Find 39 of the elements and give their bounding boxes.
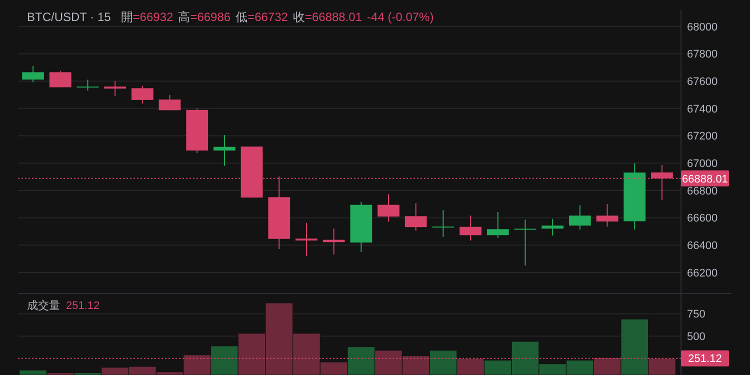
- y-tick-label: 66200: [687, 267, 718, 280]
- candlestick: [214, 134, 236, 166]
- annotation: 高=66986: [178, 10, 231, 24]
- text: 251.12: [66, 300, 100, 312]
- y-tick-label: 67400: [687, 103, 718, 116]
- candlestick: [486, 211, 509, 238]
- candlestick: [296, 222, 318, 256]
- candlestick: [104, 80, 126, 97]
- y-tick-label: 66400: [687, 240, 718, 252]
- annotation: -44 (-0.07%): [367, 10, 434, 24]
- ref-line-label: 251.12: [688, 353, 722, 366]
- candlestick: [131, 85, 154, 104]
- candlestick: [568, 204, 591, 230]
- y-tick-label: 67200: [687, 130, 718, 143]
- y-tick-label: 66800: [687, 185, 718, 198]
- y-tick-label: 67000: [687, 158, 718, 170]
- y-tick-label: 68000: [687, 21, 718, 34]
- y-tick-label: 500: [687, 330, 706, 343]
- annotation: 開=66932: [120, 10, 174, 24]
- candlestick: [404, 202, 427, 232]
- candlestick: [378, 194, 400, 222]
- chart-title: BTC/USDT · 15: [27, 10, 112, 24]
- y-tick-label: 67600: [687, 76, 718, 88]
- text: 成交量: [27, 299, 60, 312]
- candlestick: [460, 215, 482, 241]
- candlestick: [76, 79, 99, 92]
- candlestick: [514, 219, 536, 266]
- candlestick: [432, 210, 454, 238]
- y-tick-label: 750: [687, 308, 706, 321]
- candlestick: [22, 65, 44, 83]
- candlestick: [596, 204, 618, 228]
- candlestick: [49, 70, 72, 88]
- candlestick: [542, 218, 564, 236]
- y-tick-label: 67800: [687, 48, 718, 61]
- annotation: 低=66732: [236, 10, 288, 24]
- annotation: 收=66888.01: [292, 10, 362, 24]
- candlestick: [158, 94, 181, 111]
- y-tick-label: 66600: [687, 212, 718, 225]
- ref-line-label: 66888.01: [682, 173, 728, 186]
